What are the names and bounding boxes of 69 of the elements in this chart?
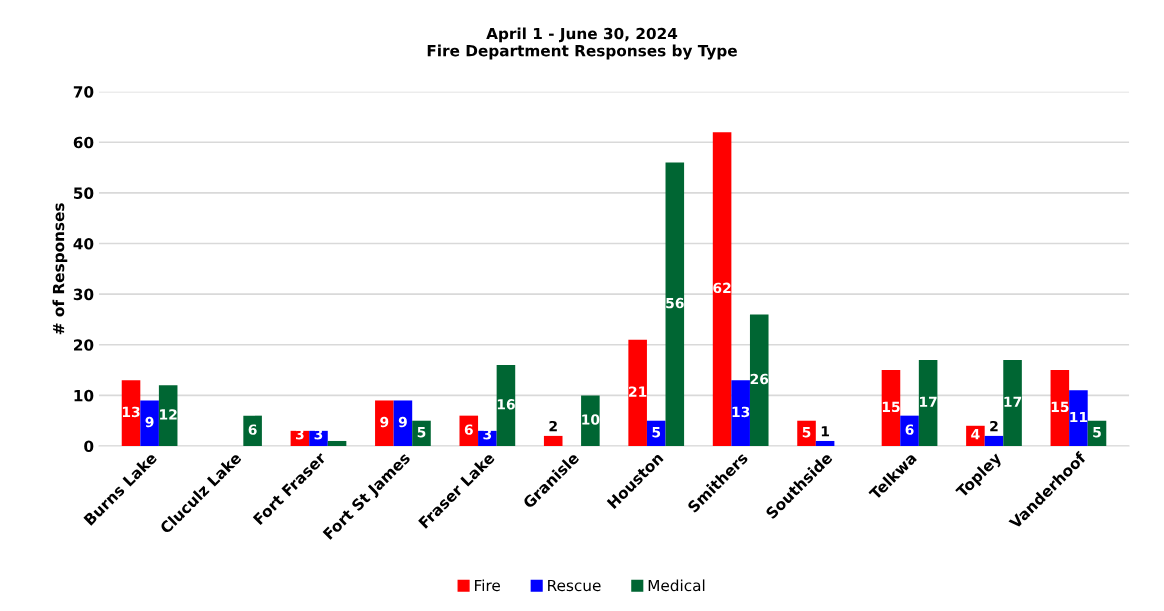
y-tick-label: 30 (73, 288, 94, 301)
bar (712, 132, 732, 447)
bar (749, 314, 769, 447)
y-tick-label: 0 (84, 440, 94, 453)
bar (815, 440, 835, 447)
data-label: 13 (732, 406, 750, 418)
legend-label: Fire (475, 579, 500, 592)
data-label: 5 (417, 427, 426, 438)
bar (918, 359, 938, 447)
bar (797, 420, 816, 447)
data-label: 9 (380, 416, 389, 428)
bar (881, 370, 901, 447)
data-label: 6 (905, 424, 914, 435)
legend-label: Rescue (548, 579, 601, 592)
bar (1003, 359, 1022, 447)
bar (327, 440, 347, 447)
bar (581, 395, 600, 447)
y-axis-title: # of Responses (52, 203, 68, 335)
bar (412, 420, 431, 447)
data-label: 6 (464, 424, 473, 435)
y-tick-label: 60 (73, 136, 94, 149)
data-label: 12 (160, 409, 177, 420)
data-label: 17 (1004, 396, 1022, 407)
data-label: 21 (629, 386, 647, 397)
data-label: 10 (582, 414, 600, 425)
data-label: 56 (666, 297, 684, 309)
bar (628, 339, 647, 447)
bar (496, 365, 516, 447)
bar (393, 400, 413, 447)
bar (158, 385, 178, 447)
bar (543, 435, 563, 447)
data-label: 26 (750, 373, 769, 385)
data-label: 5 (652, 427, 661, 438)
y-tick-label: 70 (73, 86, 94, 98)
data-label: 62 (713, 282, 731, 294)
bar (984, 435, 1004, 447)
bar (1050, 370, 1070, 447)
bar (375, 400, 394, 447)
bar (309, 430, 328, 447)
y-tick-label: 50 (74, 187, 94, 199)
data-label: 2 (549, 420, 557, 432)
bar (121, 380, 141, 447)
y-tick-label: 40 (73, 237, 94, 250)
data-label: 11 (1070, 411, 1088, 423)
data-label: 9 (145, 416, 154, 428)
bar (459, 415, 479, 447)
data-label: 9 (398, 416, 407, 428)
y-tick-label: 20 (74, 339, 94, 351)
data-label: 15 (882, 401, 900, 413)
y-tick-label: 10 (74, 389, 94, 402)
data-label: 5 (802, 427, 811, 438)
chart-title: April 1 - June 30, 2024 Fire Department Responses by Type (427, 27, 737, 60)
data-label: 15 (1051, 401, 1069, 413)
bar (1069, 390, 1088, 447)
data-label: 16 (497, 399, 515, 410)
data-label: 5 (1093, 427, 1101, 438)
data-label: 6 (248, 424, 257, 435)
data-label: 13 (122, 406, 140, 418)
bar (646, 420, 666, 447)
bar (140, 400, 159, 447)
data-label: 17 (920, 396, 937, 407)
bar (665, 162, 685, 447)
bar (731, 380, 750, 447)
legend-label: Medical (648, 579, 705, 592)
data-label: 4 (971, 429, 980, 440)
bar (243, 415, 262, 447)
data-label: 2 (990, 420, 998, 432)
bar (900, 415, 919, 447)
data-label: 1 (821, 426, 829, 437)
